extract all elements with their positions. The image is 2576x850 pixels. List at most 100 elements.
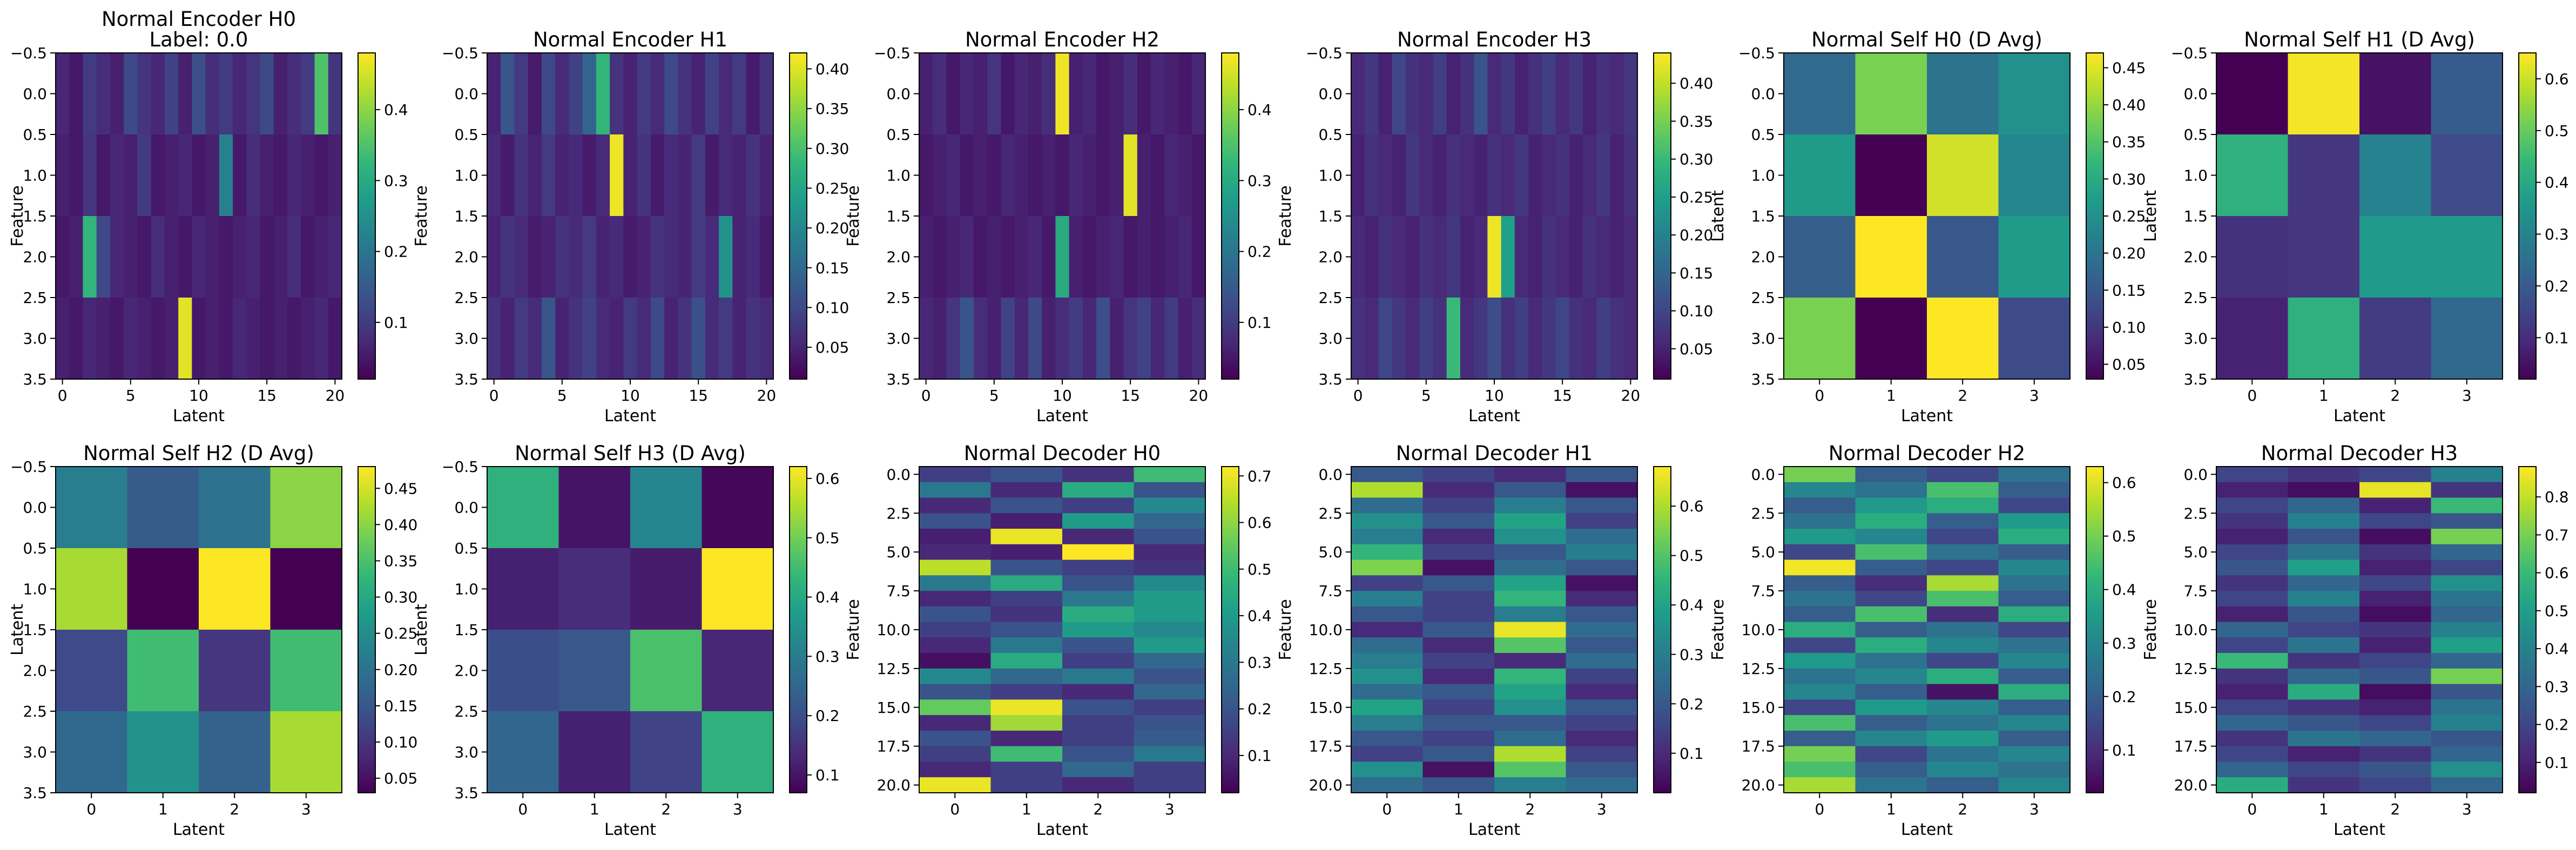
y-tick-label: 1.0	[454, 167, 478, 185]
heatmap-cell	[2216, 467, 2289, 483]
heatmap-cell	[83, 134, 97, 217]
y-tick-label: −0.5	[10, 44, 47, 62]
heatmap-cell	[933, 216, 947, 298]
heatmap-cell	[705, 53, 719, 135]
heatmap-cell	[137, 216, 152, 298]
x-tick-label: 3	[301, 800, 311, 818]
heatmap-cell	[1164, 53, 1179, 135]
y-tick-label: −0.5	[1306, 44, 1343, 62]
x-axis-label: Latent	[1468, 407, 1520, 426]
heatmap-cell	[1137, 134, 1151, 217]
heatmap-cell	[1055, 298, 1070, 380]
y-tick-label: 10.0	[877, 621, 911, 639]
heatmap-cell	[1784, 482, 1856, 498]
heatmap-cell	[233, 298, 247, 380]
heatmap-cell	[1566, 529, 1638, 545]
heatmap-cell	[1422, 684, 1495, 700]
heatmap-cell	[702, 711, 774, 793]
heatmap-cell	[314, 53, 329, 135]
heatmap-cell	[990, 467, 1063, 483]
y-tick-label: 2.5	[2183, 289, 2208, 307]
heatmap-cell	[664, 298, 678, 380]
heatmap-cell	[973, 298, 988, 380]
heatmap-cell	[691, 216, 706, 298]
heatmap-cell	[582, 53, 597, 135]
x-tick-label: 0	[518, 800, 528, 818]
x-tick-label: 0	[2247, 800, 2257, 818]
x-tick-label: 1	[2319, 387, 2329, 404]
heatmap-cell	[691, 134, 706, 217]
y-tick-label: −0.5	[874, 44, 911, 62]
heatmap-cell	[2288, 467, 2360, 483]
x-tick-label: 0	[58, 387, 68, 404]
heatmap-cell	[1191, 134, 1206, 217]
y-tick-label: 1.0	[1318, 167, 1343, 185]
colorbar-tick-label: 0.45	[384, 480, 417, 497]
y-tick-label: 1.0	[23, 581, 47, 598]
heatmap-cell	[270, 711, 342, 793]
heatmap-cell	[164, 298, 179, 380]
heatmap-cell	[1855, 622, 1927, 638]
heatmap-cell	[1082, 298, 1097, 380]
y-tick-label: 0.0	[2183, 85, 2208, 103]
heatmap-cell	[2359, 668, 2432, 685]
x-tick-label: 10	[1053, 387, 1072, 404]
heatmap-cell	[732, 216, 747, 298]
heatmap-cell	[664, 134, 678, 217]
heatmap-cell	[1042, 298, 1056, 380]
heatmap-cell	[2288, 761, 2360, 778]
heatmap-cell	[1494, 699, 1567, 716]
heatmap-cell	[1028, 53, 1042, 135]
heatmap-cell	[705, 216, 719, 298]
colorbar-tick-label: 0.10	[2112, 319, 2146, 336]
heatmap-cell	[610, 53, 624, 135]
heatmap-cell	[582, 216, 597, 298]
heatmap-cell	[2359, 653, 2432, 669]
heatmap-cell	[287, 298, 301, 380]
heatmap-cell	[1998, 559, 2071, 576]
heatmap-cell	[1583, 216, 1597, 298]
heatmap-cell	[2216, 699, 2289, 716]
y-tick-label: 10.0	[1742, 621, 1775, 639]
y-axis-label: Latent	[1709, 190, 1728, 242]
heatmap-cell	[2431, 684, 2503, 700]
heatmap-cell	[1378, 53, 1393, 135]
x-tick-label: 2	[1525, 800, 1535, 818]
colorbar-tick-label: 0.3	[2112, 635, 2136, 652]
y-tick-label: 1.0	[23, 167, 47, 185]
heatmap-cell	[919, 606, 992, 623]
heatmap-cell	[650, 298, 665, 380]
heatmap-cell	[1855, 653, 1927, 669]
heatmap-cell	[1927, 591, 1999, 607]
heatmap-cell	[110, 216, 124, 298]
colorbar	[1653, 466, 1671, 793]
heatmap-cell	[314, 298, 329, 380]
heatmap-cell	[1096, 53, 1110, 135]
heatmap-cell	[610, 298, 624, 380]
heatmap-cell	[1351, 653, 1424, 669]
heatmap-cell	[1494, 653, 1567, 669]
colorbar-tick-label: 0.25	[1680, 188, 1713, 206]
heatmap-cell	[1855, 497, 1927, 514]
colorbar-tick-label: 0.6	[2545, 564, 2569, 582]
heatmap-cell	[759, 134, 774, 217]
heatmap-cell	[1351, 746, 1424, 763]
colorbar-tick-label: 0.3	[1680, 646, 1704, 664]
x-axis-label: Latent	[1901, 407, 1953, 426]
y-tick-label: 0.0	[454, 499, 478, 517]
heatmap-cell	[1566, 699, 1638, 716]
y-tick-label: 0.0	[23, 85, 47, 103]
heatmap-cell	[1378, 216, 1393, 298]
heatmap-cell	[1191, 53, 1206, 135]
heatmap-cell	[1494, 497, 1567, 514]
heatmap-cell	[1784, 730, 1856, 747]
heatmap-cells	[56, 467, 342, 793]
heatmap-cell	[1014, 216, 1029, 298]
heatmap-cell	[1494, 591, 1567, 607]
heatmap-cell	[1062, 746, 1135, 763]
heatmap-cell	[541, 216, 556, 298]
heatmap-cell	[1998, 606, 2071, 623]
heatmap-cell	[1494, 777, 1567, 793]
heatmap-cell	[569, 216, 583, 298]
heatmap-cell	[219, 298, 233, 380]
